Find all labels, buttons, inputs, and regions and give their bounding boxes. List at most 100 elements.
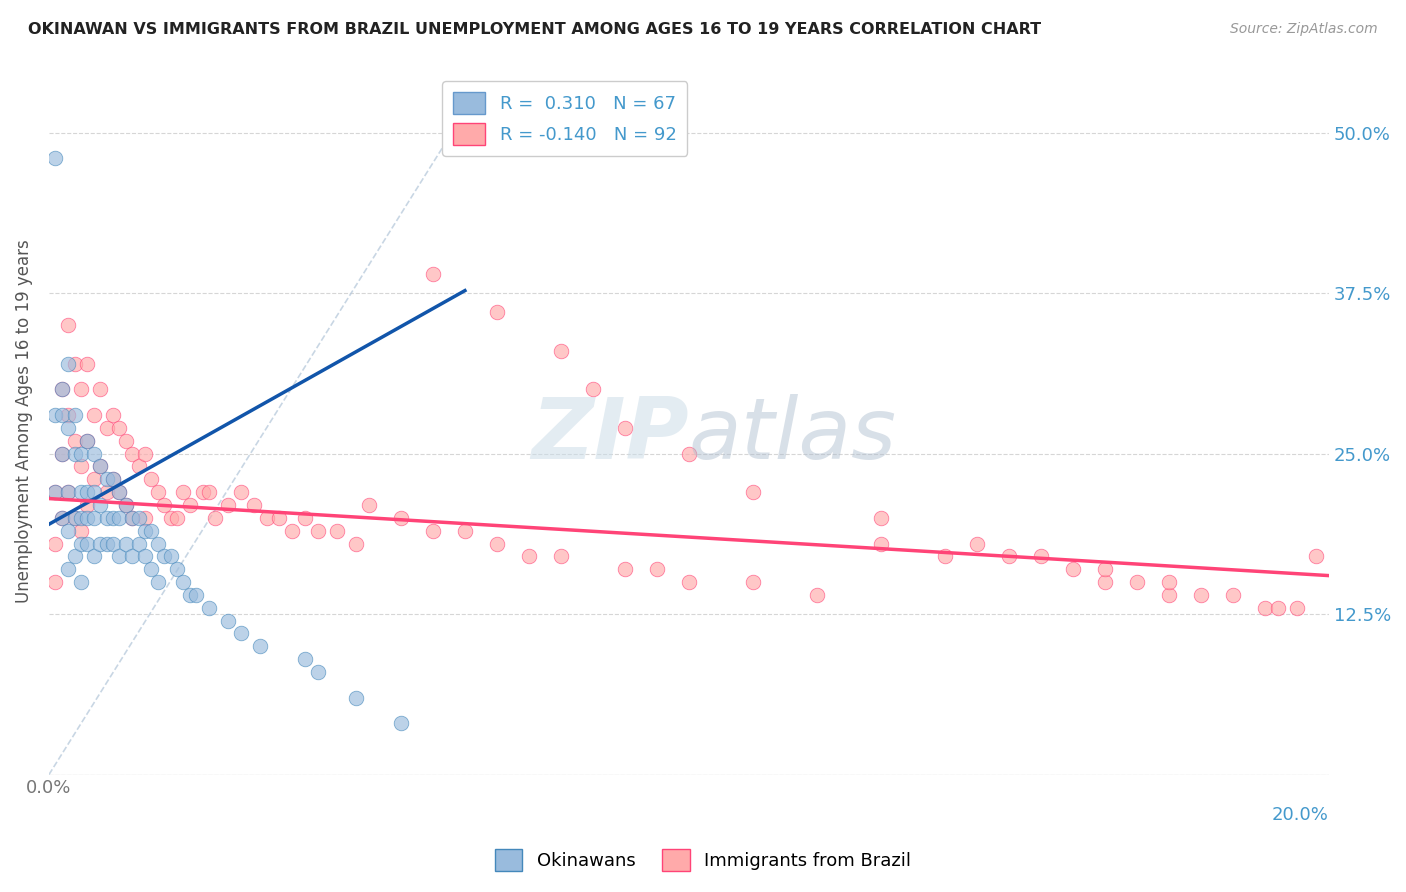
Point [76,498,98,512]
Point [326,524,349,538]
Point [517,549,540,564]
Point [70,511,93,525]
Point [249,639,271,653]
Point [294,511,316,525]
Point [83,447,105,461]
Point [101,511,124,525]
Point [1029,549,1052,564]
Point [281,524,304,538]
Point [108,421,131,435]
Point [51,408,73,422]
Point [191,485,214,500]
Point [204,511,226,525]
Point [63,447,86,461]
Point [56,524,79,538]
Point [998,549,1021,564]
Point [1305,549,1327,564]
Point [121,511,143,525]
Point [56,485,79,500]
Point [134,447,156,461]
Point [1094,574,1116,589]
Point [44,152,66,166]
Point [741,574,763,589]
Point [89,459,111,474]
Point [76,485,98,500]
Point [51,383,73,397]
Point [229,485,252,500]
Point [1267,600,1289,615]
Point [582,383,605,397]
Point [83,485,105,500]
Point [114,498,136,512]
Point [141,562,163,576]
Point [56,421,79,435]
Point [108,485,131,500]
Point [1157,588,1180,602]
Point [1157,574,1180,589]
Point [179,498,201,512]
Point [153,498,176,512]
Point [307,665,329,679]
Point [121,511,143,525]
Point [198,485,221,500]
Point [153,549,176,564]
Point [96,485,118,500]
Point [44,574,66,589]
Point [1285,600,1308,615]
Point [172,485,194,500]
Point [1254,600,1277,615]
Point [51,383,73,397]
Point [166,511,188,525]
Point [186,588,208,602]
Point [1062,562,1084,576]
Point [83,408,105,422]
Point [51,447,73,461]
Point [70,383,93,397]
Point [229,626,252,640]
Point [141,524,163,538]
Point [613,562,636,576]
Point [146,536,169,550]
Point [198,600,221,615]
Point [1189,588,1212,602]
Point [76,434,98,448]
Point [172,574,194,589]
Point [56,357,79,371]
Point [179,588,201,602]
Point [741,485,763,500]
Point [242,498,264,512]
Point [678,447,700,461]
Point [63,434,86,448]
Text: ZIP: ZIP [531,394,689,477]
Point [44,408,66,422]
Point [96,511,118,525]
Point [128,511,150,525]
Text: Source: ZipAtlas.com: Source: ZipAtlas.com [1230,22,1378,37]
Point [869,511,891,525]
Point [70,574,93,589]
Point [70,524,93,538]
Point [63,408,86,422]
Point [869,536,891,550]
Point [166,562,188,576]
Point [134,511,156,525]
Point [70,485,93,500]
Point [76,511,98,525]
Point [51,511,73,525]
Point [56,318,79,333]
Point [934,549,956,564]
Point [108,485,131,500]
Point [217,614,239,628]
Point [63,357,86,371]
Point [96,536,118,550]
Point [1094,562,1116,576]
Point [422,524,444,538]
Point [1222,588,1244,602]
Point [63,511,86,525]
Point [101,472,124,486]
Point [63,549,86,564]
Point [159,511,181,525]
Point [966,536,988,550]
Point [121,549,143,564]
Point [96,421,118,435]
